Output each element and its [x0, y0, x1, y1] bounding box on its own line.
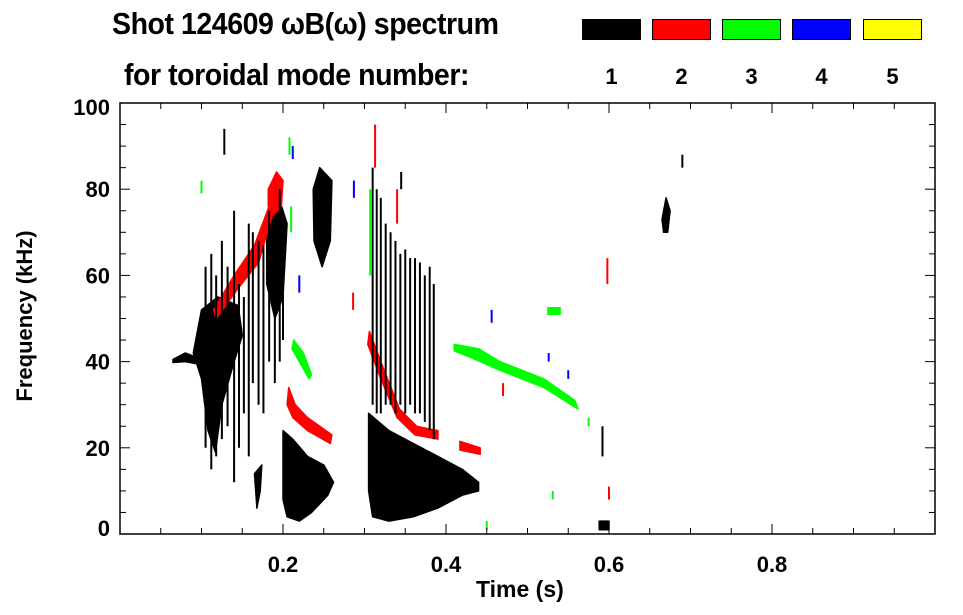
spectral-region-mode-3	[291, 339, 313, 380]
spectral-region-mode-2	[286, 386, 333, 445]
x-tick-label: 0.6	[594, 552, 625, 577]
spectral-region-mode-1	[312, 166, 333, 268]
legend-swatch-mode-3	[722, 19, 781, 40]
y-axis-label: Frequency (kHz)	[12, 230, 37, 401]
legend-swatch-mode-1	[582, 19, 641, 40]
legend-swatch-mode-4	[792, 19, 851, 40]
chart-title: Shot 124609 ωB(ω) spectrum	[112, 6, 499, 41]
legend-label-mode-5: 5	[886, 64, 899, 89]
plot-frame	[119, 102, 936, 535]
y-tick-label: 100	[73, 95, 110, 120]
y-tick-label: 20	[86, 436, 110, 461]
spectral-region-mode-1	[253, 464, 263, 509]
spectral-region-mode-3	[453, 343, 579, 410]
x-tick-label: 0.8	[757, 552, 788, 577]
spectral-region-mode-1	[282, 429, 335, 522]
legend-label-mode-3: 3	[745, 64, 758, 89]
spectral-region-mode-1	[598, 520, 610, 531]
y-tick-label: 40	[86, 350, 110, 375]
chart-subtitle: for toroidal mode number:	[124, 57, 469, 92]
y-tick-label: 80	[86, 177, 110, 202]
x-tick-label: 0.2	[268, 552, 299, 577]
legend-label-mode-2: 2	[675, 64, 688, 89]
y-tick-label: 60	[86, 263, 110, 288]
x-axis-label: Time (s)	[476, 576, 564, 602]
spectral-region-mode-1	[661, 197, 671, 234]
spectrogram-marks	[172, 124, 684, 531]
axes: 0.2 0.4 0.6 0.8 0 20 40 60 80 100	[73, 95, 936, 577]
legend-swatch-mode-5	[863, 19, 922, 40]
x-tick-label: 0.4	[431, 552, 462, 577]
spectral-region-mode-2	[459, 440, 481, 456]
spectral-region-mode-3	[547, 306, 561, 315]
y-tick-label: 0	[98, 516, 110, 541]
legend-swatch-mode-2	[652, 19, 711, 40]
legend-label-mode-4: 4	[815, 64, 828, 89]
spectral-region-mode-1	[367, 412, 480, 522]
legend-label-mode-1: 1	[605, 64, 618, 89]
